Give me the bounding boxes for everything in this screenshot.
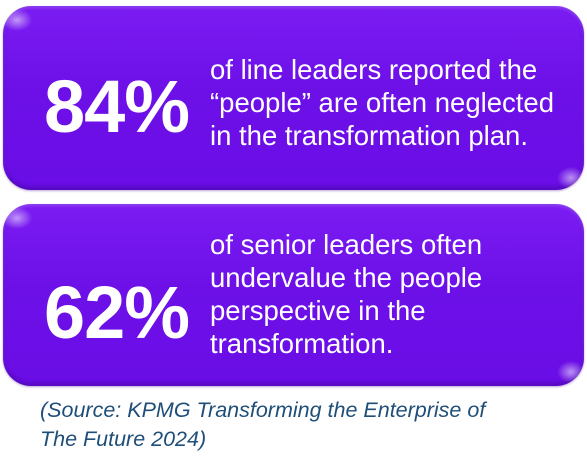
stat-description: of line leaders reported the “people” ar… (210, 53, 554, 152)
stat-description-line: of line leaders reported the (210, 54, 538, 85)
stat-description-line: undervalue the people (210, 262, 483, 293)
stat-description-line: transformation. (210, 328, 394, 359)
stat-card-line-leaders: 84% of line leaders reported the “people… (3, 6, 584, 190)
stat-description-line: perspective in the (210, 295, 426, 326)
source-citation-line: The Future 2024) (40, 427, 207, 451)
stat-percentage: 62% (44, 271, 190, 354)
stat-percentage: 84% (44, 65, 190, 148)
stat-description-line: “people” are often neglected (210, 87, 554, 118)
stat-description-line: of senior leaders often (210, 229, 483, 260)
source-citation: (Source: KPMG Transforming the Enterpris… (40, 396, 485, 454)
stat-description-line: in the transformation plan. (210, 120, 528, 151)
stat-card-senior-leaders: 62% of senior leaders often undervalue t… (3, 204, 584, 386)
source-citation-line: (Source: KPMG Transforming the Enterpris… (40, 398, 486, 422)
stat-description: of senior leaders often undervalue the p… (210, 228, 482, 360)
